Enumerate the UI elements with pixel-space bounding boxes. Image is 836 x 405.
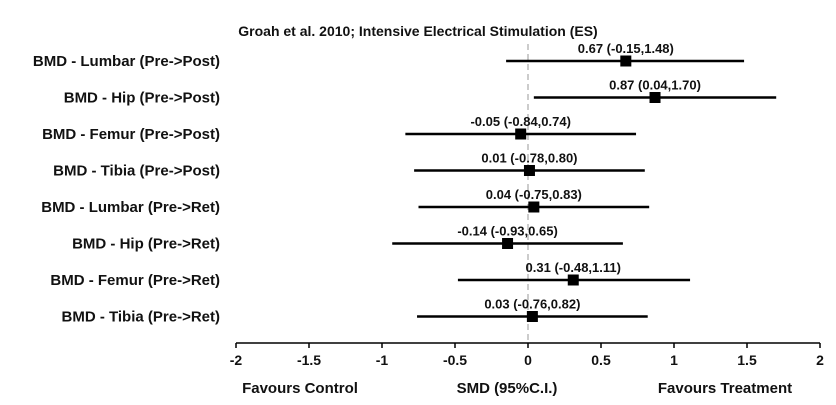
forest-row: BMD - Lumbar (Pre->Ret) 0.04 (-0.75,0.83) (41, 187, 650, 216)
row-label: BMD - Lumbar (Pre->Ret) (41, 199, 220, 216)
x-tick-label: 0.5 (591, 352, 611, 368)
row-label: BMD - Femur (Pre->Ret) (50, 272, 220, 289)
point-estimate-marker (649, 92, 661, 103)
x-axis: -2 -1.5 -1 -0.5 0 0.5 1 1.5 2 (230, 342, 824, 368)
x-tick-label: -0.5 (443, 352, 467, 368)
forest-row: BMD - Tibia (Pre->Post) 0.01 (-0.78,0.80) (53, 151, 645, 180)
x-tick-label: -2 (230, 352, 243, 368)
x-tick-label: 1 (670, 352, 678, 368)
point-estimate-marker (502, 238, 514, 249)
point-estimate-marker (515, 128, 527, 140)
point-estimate-marker (523, 165, 535, 176)
row-label: BMD - Femur (Pre->Post) (42, 126, 220, 143)
forest-row: BMD - Femur (Pre->Post) -0.05 (-0.84,0.74… (42, 114, 637, 143)
row-label: BMD - Hip (Pre->Post) (64, 90, 220, 107)
chart-title: Groah et al. 2010; Intensive Electrical … (238, 23, 597, 39)
favours-control-label: Favours Control (242, 380, 358, 397)
row-label: BMD - Tibia (Pre->Ret) (62, 309, 221, 326)
x-tick-label: -1 (376, 352, 389, 368)
point-estimate-marker (528, 201, 540, 213)
row-label: BMD - Lumbar (Pre->Post) (33, 53, 220, 70)
estimate-annotation: 0.04 (-0.75,0.83) (486, 187, 582, 202)
favours-treatment-label: Favours Treatment (658, 380, 792, 397)
estimate-annotation: 0.03 (-0.76,0.82) (484, 297, 580, 312)
forest-row: BMD - Lumbar (Pre->Post) 0.67 (-0.15,1.48… (33, 41, 745, 70)
forest-row: BMD - Hip (Pre->Ret) -0.14 (-0.93,0.65) (72, 224, 623, 253)
row-label: BMD - Hip (Pre->Ret) (72, 236, 220, 253)
estimate-annotation: 0.31 (-0.48,1.11) (526, 260, 621, 275)
rows-layer: BMD - Lumbar (Pre->Post) 0.67 (-0.15,1.48… (33, 41, 777, 326)
x-tick-label: -1.5 (297, 352, 321, 368)
forest-row: BMD - Hip (Pre->Post) 0.87 (0.04,1.70) (64, 78, 777, 107)
forest-row: BMD - Femur (Pre->Ret) 0.31 (-0.48,1.11) (50, 260, 691, 289)
x-tick-label: 1.5 (737, 352, 757, 368)
x-axis-title: SMD (95%C.I.) (457, 380, 558, 397)
estimate-annotation: 0.67 (-0.15,1.48) (578, 41, 674, 56)
forest-row: BMD - Tibia (Pre->Ret) 0.03 (-0.76,0.82) (62, 297, 648, 326)
point-estimate-marker (620, 55, 632, 67)
x-tick-label: 0 (524, 352, 532, 368)
point-estimate-marker (567, 274, 579, 286)
x-tick-label: 2 (816, 352, 824, 368)
estimate-annotation: -0.05 (-0.84,0.74) (470, 114, 570, 129)
estimate-annotation: -0.14 (-0.93,0.65) (457, 224, 557, 239)
estimate-annotation: 0.01 (-0.78,0.80) (481, 151, 577, 166)
row-label: BMD - Tibia (Pre->Post) (53, 163, 220, 180)
point-estimate-marker (526, 311, 538, 322)
estimate-annotation: 0.87 (0.04,1.70) (609, 78, 701, 93)
